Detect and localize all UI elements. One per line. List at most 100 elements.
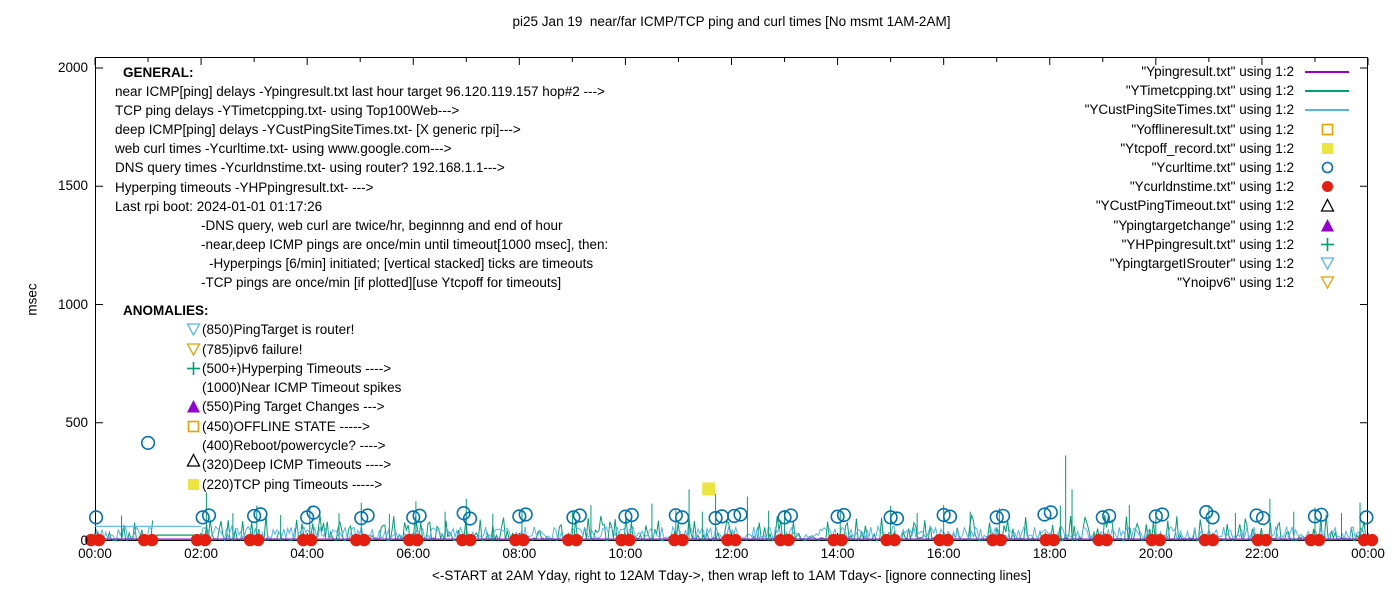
dns-time-dot-marker [464, 533, 477, 547]
legend-label: "YTimetcpping.txt" using 1:2 [1125, 83, 1294, 99]
dns-time-dot-marker [570, 533, 583, 547]
curl-time-circle-marker [1307, 509, 1323, 524]
anomaly-item: (500+)Hyperping Timeouts ----> [115, 359, 401, 378]
dns-time-dot-marker [517, 533, 530, 547]
curl-time-circle-marker [354, 510, 369, 526]
curl-time-circle-marker [140, 435, 156, 450]
legend-label: "Ypingresult.txt" using 1:2 [1141, 64, 1294, 80]
curl-time-circle-marker [88, 510, 104, 525]
curl-time-circle-marker [783, 508, 799, 523]
legend-marker [1302, 106, 1352, 114]
anomaly-item: (785)ipv6 failure! [115, 339, 401, 358]
x-tick-label: 02:00 [184, 546, 218, 561]
dns-time-dot-marker [1312, 533, 1326, 547]
curl-time-circle-marker [1255, 510, 1271, 526]
dns-time-dot-marker [92, 533, 106, 547]
curl-time-circle-marker [989, 510, 1004, 525]
curl-time-circle-marker [830, 509, 845, 524]
anomaly-marker [185, 322, 201, 337]
legend-label: "Yofflineresult.txt" using 1:2 [1131, 121, 1294, 137]
x-axis-label: <-START at 2AM Yday, right to 12AM Tday-… [432, 568, 1031, 583]
legend-item: "Ynoipv6" using 1:2 [1085, 273, 1352, 292]
dns-time-dot-marker [782, 533, 795, 547]
anomaly-marker [185, 342, 201, 357]
anomaly-text: (220)TCP ping Timeouts -----> [202, 476, 383, 492]
chart-title: pi25 Jan 19 near/far ICMP/TCP ping and c… [512, 14, 951, 29]
curl-time-circle-marker [708, 510, 723, 526]
anomaly-item: (400)Reboot/powercycle? ----> [115, 436, 401, 455]
curl-time-circle-marker [668, 508, 683, 523]
legend-marker [1302, 87, 1352, 95]
x-tick-label: 18:00 [1032, 546, 1067, 561]
curl-time-circle-marker [1155, 507, 1170, 522]
legend-marker [1302, 275, 1352, 290]
dns-time-dot-marker [1047, 533, 1060, 547]
legend-marker [1302, 218, 1352, 233]
dns-time-dot-marker [304, 533, 318, 547]
anomaly-text: (450)OFFLINE STATE -----> [202, 418, 370, 434]
curl-time-circle-marker [412, 508, 427, 523]
general-line: TCP ping delays -YTimetcpping.txt- using… [115, 103, 460, 119]
legend-item: "YCustPingSiteTimes.txt" using 1:2 [1085, 100, 1352, 119]
curl-time-circle-marker [1095, 510, 1110, 525]
curl-time-circle-marker [572, 508, 587, 523]
legend-marker [1302, 160, 1352, 175]
legend-label: "YHPpingresult.txt" using 1:2 [1121, 236, 1294, 252]
dns-time-dot-marker [994, 533, 1007, 547]
legend-marker [1302, 179, 1352, 194]
square-filled-icon [1321, 142, 1333, 154]
legend-label: "Ypingtargetchange" using 1:2 [1113, 217, 1294, 233]
legend-item: "Ycurldnstime.txt" using 1:2 [1085, 177, 1352, 196]
dns-time-dot-marker [1100, 533, 1113, 547]
curl-time-circle-marker [518, 507, 533, 522]
legend-item: "Yofflineresult.txt" using 1:2 [1085, 120, 1352, 139]
anomaly-item: (220)TCP ping Timeouts -----> [115, 474, 401, 493]
legend-marker [1302, 237, 1352, 252]
x-tick-label: 20:00 [1138, 546, 1173, 561]
plot-area [84, 57, 1379, 547]
dns-time-dot-marker [198, 533, 212, 547]
curl-time-circle-marker [836, 507, 852, 523]
anomalies-heading: ANOMALIES: [123, 303, 209, 318]
anomaly-text: (320)Deep ICMP Timeouts ----> [202, 457, 392, 473]
legend-marker [1302, 122, 1352, 137]
y-tick-label: 500 [65, 414, 88, 430]
curl-time-circle-marker [675, 510, 690, 525]
anomaly-text: (785)ipv6 failure! [202, 341, 303, 357]
general-line: Last rpi boot: 2024-01-01 01:17:26 [115, 198, 323, 214]
legend-item: "Ypingtargetchange" using 1:2 [1085, 216, 1352, 235]
dns-time-dot-marker [1206, 533, 1220, 547]
general-line: Hyperping timeouts -YHPpingresult.txt- -… [115, 179, 374, 195]
anomaly-item: (850)PingTarget is router! [115, 320, 401, 339]
curl-time-circle-marker [733, 507, 748, 522]
general-line: -near,deep ICMP pings are once/min until… [201, 236, 609, 252]
curl-time-circle-marker [618, 509, 633, 524]
legend-label: "YCustPingTimeout.txt" using 1:2 [1095, 198, 1294, 214]
x-tick-label: 10:00 [608, 546, 643, 561]
y-tick-label: 2000 [57, 60, 88, 75]
curl-time-circle-marker [1148, 509, 1163, 524]
y-tick-label: 1500 [57, 178, 88, 194]
x-tick-label: 00:00 [78, 546, 112, 561]
tcp-timeout-square-marker [702, 482, 716, 496]
dns-time-dot-marker [145, 533, 159, 547]
triangle-down-open-icon [185, 323, 201, 337]
curl-time-circle-marker [1249, 508, 1264, 523]
anomaly-marker [185, 361, 201, 376]
legend-label: "YCustPingSiteTimes.txt" using 1:2 [1084, 102, 1294, 118]
dns-time-dot-marker [888, 533, 901, 547]
dns-time-dot-marker [729, 533, 742, 547]
curl-time-circle-marker [360, 508, 375, 523]
curl-time-circle-marker [727, 508, 742, 524]
dns-time-dot-marker [623, 533, 636, 547]
general-lines: near ICMP[ping] delays -Ypingresult.txt … [115, 82, 608, 292]
x-tick-label: 08:00 [502, 546, 537, 561]
anomaly-marker [185, 419, 201, 434]
dns-time-dot-marker [941, 533, 954, 547]
square-filled-icon [187, 478, 199, 490]
general-line: web curl times -Ycurltime.txt- using www… [115, 141, 452, 157]
general-line: -TCP pings are once/min [if plotted][use… [201, 275, 562, 291]
legend-marker [1302, 141, 1352, 156]
curl-time-circle-marker [306, 505, 321, 520]
curl-time-circle-marker [1102, 508, 1117, 524]
